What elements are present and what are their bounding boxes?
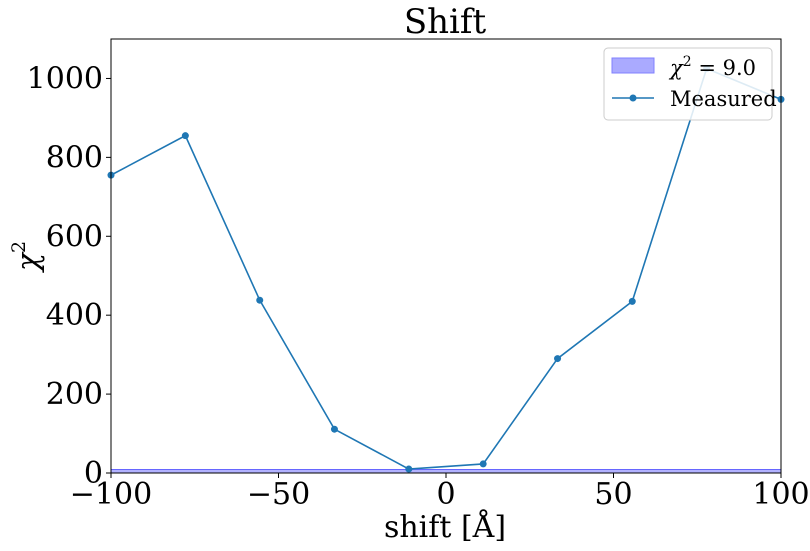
y-axis-label: χ2 xyxy=(8,241,46,273)
x-tick-label: 0 xyxy=(436,477,455,512)
y-tick-label: 600 xyxy=(46,219,103,254)
legend-band-sup: 2 xyxy=(683,54,692,70)
y-tick-label: 1000 xyxy=(27,61,103,96)
legend-band-swatch xyxy=(611,57,655,74)
threshold-band xyxy=(110,469,782,474)
y-tick-label: 200 xyxy=(46,377,103,412)
data-point xyxy=(256,296,264,304)
data-point xyxy=(479,460,487,468)
y-axis-label-base: χ xyxy=(11,251,46,273)
y-tick-label: 800 xyxy=(46,140,103,175)
data-point xyxy=(181,132,189,140)
legend-series-marker xyxy=(629,94,637,102)
x-tick-label: 100 xyxy=(752,477,809,512)
data-point xyxy=(405,465,413,473)
series-line-0 xyxy=(110,67,782,470)
chart-title: Shift xyxy=(404,2,487,42)
x-axis-label: shift [Å] xyxy=(384,509,506,545)
series-layer xyxy=(107,65,785,473)
svg-text:χ2 = 9.0: χ2 = 9.0 xyxy=(668,54,756,80)
legend-series-label: Measured xyxy=(670,87,777,111)
x-tick-label: 50 xyxy=(594,477,632,512)
data-point xyxy=(628,297,636,305)
legend: χ2 = 9.0 Measured xyxy=(603,47,777,121)
svg-text:χ2: χ2 xyxy=(8,241,46,273)
y-axis-label-sup: 2 xyxy=(8,241,30,253)
y-tick-label: 400 xyxy=(46,298,103,333)
y-tick-label: 0 xyxy=(84,456,103,491)
x-tick-label: −50 xyxy=(247,477,310,512)
legend-band-label: χ xyxy=(668,56,684,80)
plot-frame xyxy=(110,38,782,474)
x-tick-label: −100 xyxy=(70,477,152,512)
data-point xyxy=(330,425,338,433)
data-point xyxy=(554,355,562,363)
threshold-band-layer xyxy=(110,469,782,474)
legend-band-suffix: = 9.0 xyxy=(692,56,756,80)
